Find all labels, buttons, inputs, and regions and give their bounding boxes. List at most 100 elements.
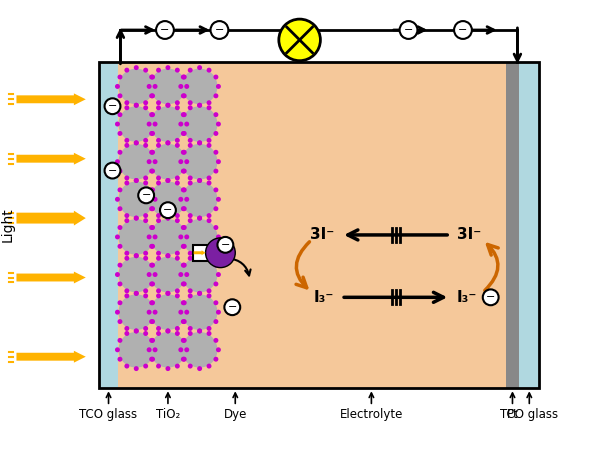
Circle shape <box>175 143 180 148</box>
Circle shape <box>118 181 154 217</box>
Circle shape <box>118 300 122 305</box>
Circle shape <box>150 262 155 267</box>
Circle shape <box>214 300 218 305</box>
Circle shape <box>150 225 155 230</box>
Circle shape <box>178 310 183 315</box>
Circle shape <box>118 294 154 330</box>
Circle shape <box>182 262 187 267</box>
Circle shape <box>188 326 193 331</box>
Circle shape <box>150 150 155 155</box>
Circle shape <box>134 103 139 108</box>
Circle shape <box>166 65 170 70</box>
Circle shape <box>150 300 155 305</box>
Circle shape <box>188 213 193 218</box>
Circle shape <box>156 218 161 223</box>
Circle shape <box>178 234 183 240</box>
Circle shape <box>124 251 130 256</box>
Circle shape <box>175 294 180 298</box>
Circle shape <box>134 328 139 333</box>
Text: I₃⁻: I₃⁻ <box>314 290 334 305</box>
Text: −: − <box>215 25 224 35</box>
Circle shape <box>214 150 218 155</box>
Circle shape <box>156 175 161 180</box>
Circle shape <box>149 169 154 174</box>
Circle shape <box>156 180 161 185</box>
Circle shape <box>166 253 170 258</box>
Circle shape <box>182 257 217 292</box>
Circle shape <box>118 282 122 286</box>
Circle shape <box>118 225 122 230</box>
Circle shape <box>150 131 155 136</box>
Circle shape <box>214 112 218 117</box>
Circle shape <box>214 93 218 98</box>
Circle shape <box>197 178 202 183</box>
Circle shape <box>124 256 130 261</box>
Circle shape <box>149 225 154 230</box>
Circle shape <box>175 68 180 73</box>
Circle shape <box>152 347 158 352</box>
Circle shape <box>146 84 152 89</box>
Circle shape <box>454 21 472 39</box>
Circle shape <box>197 216 202 221</box>
Text: TCO glass: TCO glass <box>500 408 559 421</box>
Circle shape <box>115 121 120 126</box>
Circle shape <box>175 213 180 218</box>
Circle shape <box>184 272 189 277</box>
Circle shape <box>216 234 221 240</box>
Circle shape <box>124 68 130 73</box>
Circle shape <box>206 143 212 148</box>
Circle shape <box>166 366 170 371</box>
Circle shape <box>149 187 154 192</box>
Circle shape <box>143 251 148 256</box>
Circle shape <box>150 106 186 142</box>
Circle shape <box>166 103 170 108</box>
Circle shape <box>152 121 158 126</box>
Circle shape <box>146 310 152 315</box>
Circle shape <box>156 68 161 73</box>
Circle shape <box>188 218 193 223</box>
Circle shape <box>156 138 161 143</box>
Bar <box>98 62 539 388</box>
Circle shape <box>143 68 148 73</box>
Circle shape <box>188 256 193 261</box>
Circle shape <box>146 234 152 240</box>
Circle shape <box>134 216 139 221</box>
Circle shape <box>181 112 186 117</box>
Circle shape <box>149 75 154 80</box>
Circle shape <box>149 93 154 98</box>
Circle shape <box>150 219 186 255</box>
Circle shape <box>150 206 155 211</box>
Circle shape <box>400 21 418 39</box>
Circle shape <box>182 319 187 324</box>
Circle shape <box>224 299 240 315</box>
Circle shape <box>149 300 154 305</box>
Circle shape <box>150 282 155 286</box>
Circle shape <box>124 218 130 223</box>
Circle shape <box>181 357 186 362</box>
Circle shape <box>184 159 189 164</box>
Circle shape <box>166 291 170 296</box>
Circle shape <box>156 331 161 336</box>
Circle shape <box>134 141 139 145</box>
Circle shape <box>138 187 154 203</box>
Circle shape <box>166 141 170 145</box>
Circle shape <box>134 328 139 333</box>
Circle shape <box>166 178 170 183</box>
Circle shape <box>115 197 120 202</box>
FancyArrow shape <box>16 153 86 164</box>
Circle shape <box>188 294 193 298</box>
Circle shape <box>214 338 218 343</box>
Circle shape <box>115 272 120 277</box>
Text: 3I⁻: 3I⁻ <box>457 228 481 242</box>
Circle shape <box>181 93 186 98</box>
Circle shape <box>166 103 170 108</box>
Circle shape <box>134 253 139 258</box>
Circle shape <box>206 294 212 298</box>
Circle shape <box>216 121 221 126</box>
Circle shape <box>166 253 170 258</box>
Circle shape <box>175 326 180 331</box>
Circle shape <box>143 256 148 261</box>
Text: −: − <box>160 25 170 35</box>
Circle shape <box>104 98 121 114</box>
Circle shape <box>206 364 212 369</box>
